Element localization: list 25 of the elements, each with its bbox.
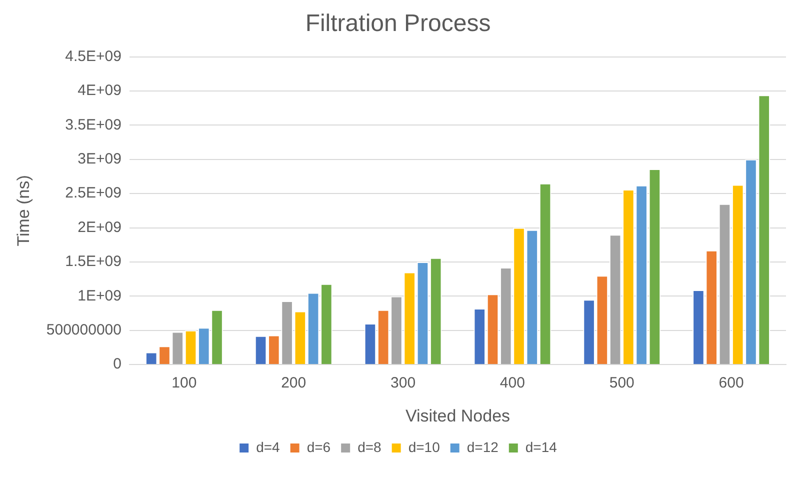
x-tick-label: 500 <box>609 374 634 392</box>
y-tick-label: 0 <box>113 356 122 373</box>
legend-label: d=6 <box>306 438 331 455</box>
y-tick-label: 3.5E+09 <box>65 116 122 134</box>
x-tick-label: 400 <box>500 374 525 392</box>
legend-label: d=12 <box>466 438 499 455</box>
y-tick-label: 4.5E+09 <box>65 48 122 65</box>
y-tick-label: 1.5E+09 <box>65 253 122 270</box>
legend-label: d=4 <box>256 438 280 455</box>
y-tick-label: 2.5E+09 <box>65 184 122 202</box>
legend-label: d=14 <box>525 438 558 455</box>
x-tick-label: 600 <box>718 374 744 392</box>
x-axis-title: Visited Nodes <box>405 406 510 426</box>
x-tick-label: 100 <box>172 374 197 392</box>
x-tick-label: 200 <box>281 374 306 392</box>
chart-title: Filtration Process <box>305 10 491 38</box>
y-tick-label: 4E+09 <box>78 82 122 100</box>
x-tick-label: 300 <box>390 374 416 392</box>
y-axis-title: Time (ns) <box>14 175 33 246</box>
y-tick-label: 2E+09 <box>78 218 122 236</box>
legend-label: d=8 <box>358 438 382 455</box>
legend-label: d=10 <box>408 438 440 455</box>
y-tick-label: 3E+09 <box>78 150 122 168</box>
y-tick-label: 500000000 <box>46 322 122 339</box>
y-tick-label: 1E+09 <box>78 287 122 304</box>
